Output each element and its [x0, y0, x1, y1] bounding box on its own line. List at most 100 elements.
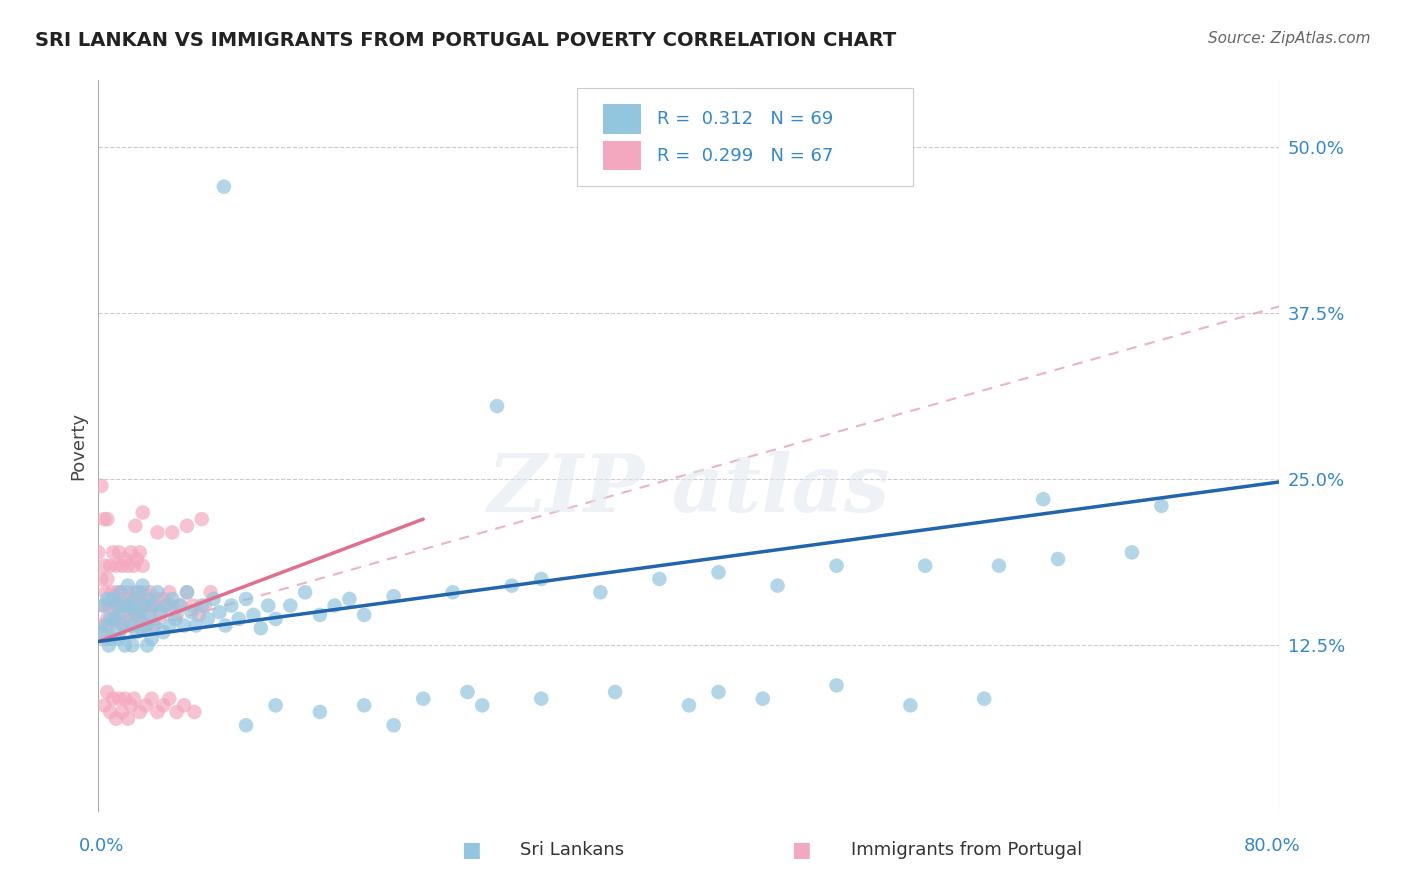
Point — [90, 572, 112, 586]
Point — [176, 518, 198, 533]
Point — [98, 612, 121, 626]
Text: Sri Lankans: Sri Lankans — [520, 841, 624, 859]
Point — [90, 625, 112, 640]
Point — [122, 691, 145, 706]
Point — [94, 618, 117, 632]
Point — [117, 579, 139, 593]
Point — [191, 599, 214, 613]
Point — [128, 612, 150, 626]
Point — [135, 698, 157, 713]
Point — [110, 585, 132, 599]
Point — [120, 698, 142, 713]
Point — [530, 572, 553, 586]
Point — [97, 639, 120, 653]
Point — [1032, 492, 1054, 507]
Point — [146, 525, 169, 540]
Text: Immigrants from Portugal: Immigrants from Portugal — [851, 841, 1081, 859]
Point — [115, 618, 138, 632]
Point — [138, 607, 160, 622]
Point — [105, 625, 128, 640]
FancyBboxPatch shape — [576, 87, 914, 186]
Point — [257, 599, 280, 613]
Point — [128, 705, 150, 719]
Point — [212, 179, 235, 194]
Point — [235, 591, 257, 606]
Point — [382, 718, 405, 732]
Point — [138, 591, 160, 606]
Point — [132, 506, 155, 520]
Point — [135, 618, 157, 632]
Point — [707, 685, 730, 699]
Point — [605, 685, 627, 699]
Point — [202, 591, 225, 606]
Point — [353, 607, 375, 622]
Point — [152, 591, 174, 606]
Point — [191, 512, 214, 526]
Point — [125, 607, 148, 622]
Point — [91, 599, 114, 613]
Text: ■: ■ — [792, 840, 811, 860]
Point — [501, 579, 523, 593]
Point — [96, 512, 118, 526]
Point — [146, 591, 169, 606]
Point — [98, 705, 121, 719]
Point — [142, 618, 165, 632]
Point — [105, 599, 128, 613]
Point — [1121, 545, 1143, 559]
Point — [589, 585, 612, 599]
Point — [280, 599, 302, 613]
Point — [900, 698, 922, 713]
Point — [180, 605, 202, 619]
Point — [87, 545, 110, 559]
Point — [111, 705, 134, 719]
Point — [323, 599, 346, 613]
Point — [264, 612, 287, 626]
Point — [129, 591, 152, 606]
Point — [382, 589, 405, 603]
Point — [309, 607, 332, 622]
Point — [108, 545, 131, 559]
Point — [118, 607, 141, 622]
Point — [114, 639, 136, 653]
Point — [104, 612, 127, 626]
Point — [111, 599, 134, 613]
Point — [221, 599, 243, 613]
Point — [90, 618, 112, 632]
Point — [124, 518, 146, 533]
Point — [457, 685, 479, 699]
Point — [118, 599, 141, 613]
Point — [187, 607, 209, 622]
Point — [125, 625, 148, 640]
Point — [124, 607, 146, 622]
Point — [93, 632, 115, 646]
Point — [114, 599, 136, 613]
Point — [108, 612, 131, 626]
Point — [132, 558, 155, 573]
Point — [112, 618, 135, 632]
Text: R =  0.312   N = 69: R = 0.312 N = 69 — [657, 110, 834, 128]
Point — [170, 599, 193, 613]
Point — [141, 632, 163, 646]
Point — [184, 618, 207, 632]
Point — [132, 585, 155, 599]
Point — [825, 558, 848, 573]
Point — [914, 558, 936, 573]
Point — [127, 585, 149, 599]
Point — [122, 591, 145, 606]
Point — [157, 618, 180, 632]
Point — [136, 639, 159, 653]
Point — [114, 552, 136, 566]
Point — [353, 698, 375, 713]
Point — [103, 599, 125, 613]
Text: SRI LANKAN VS IMMIGRANTS FROM PORTUGAL POVERTY CORRELATION CHART: SRI LANKAN VS IMMIGRANTS FROM PORTUGAL P… — [35, 31, 897, 50]
Point — [110, 585, 132, 599]
Point — [139, 585, 162, 599]
Point — [152, 698, 174, 713]
Point — [200, 585, 222, 599]
Text: 0.0%: 0.0% — [79, 837, 124, 855]
Point — [134, 599, 156, 613]
Point — [103, 691, 125, 706]
Point — [104, 612, 127, 626]
Point — [105, 558, 128, 573]
Point — [96, 612, 118, 626]
